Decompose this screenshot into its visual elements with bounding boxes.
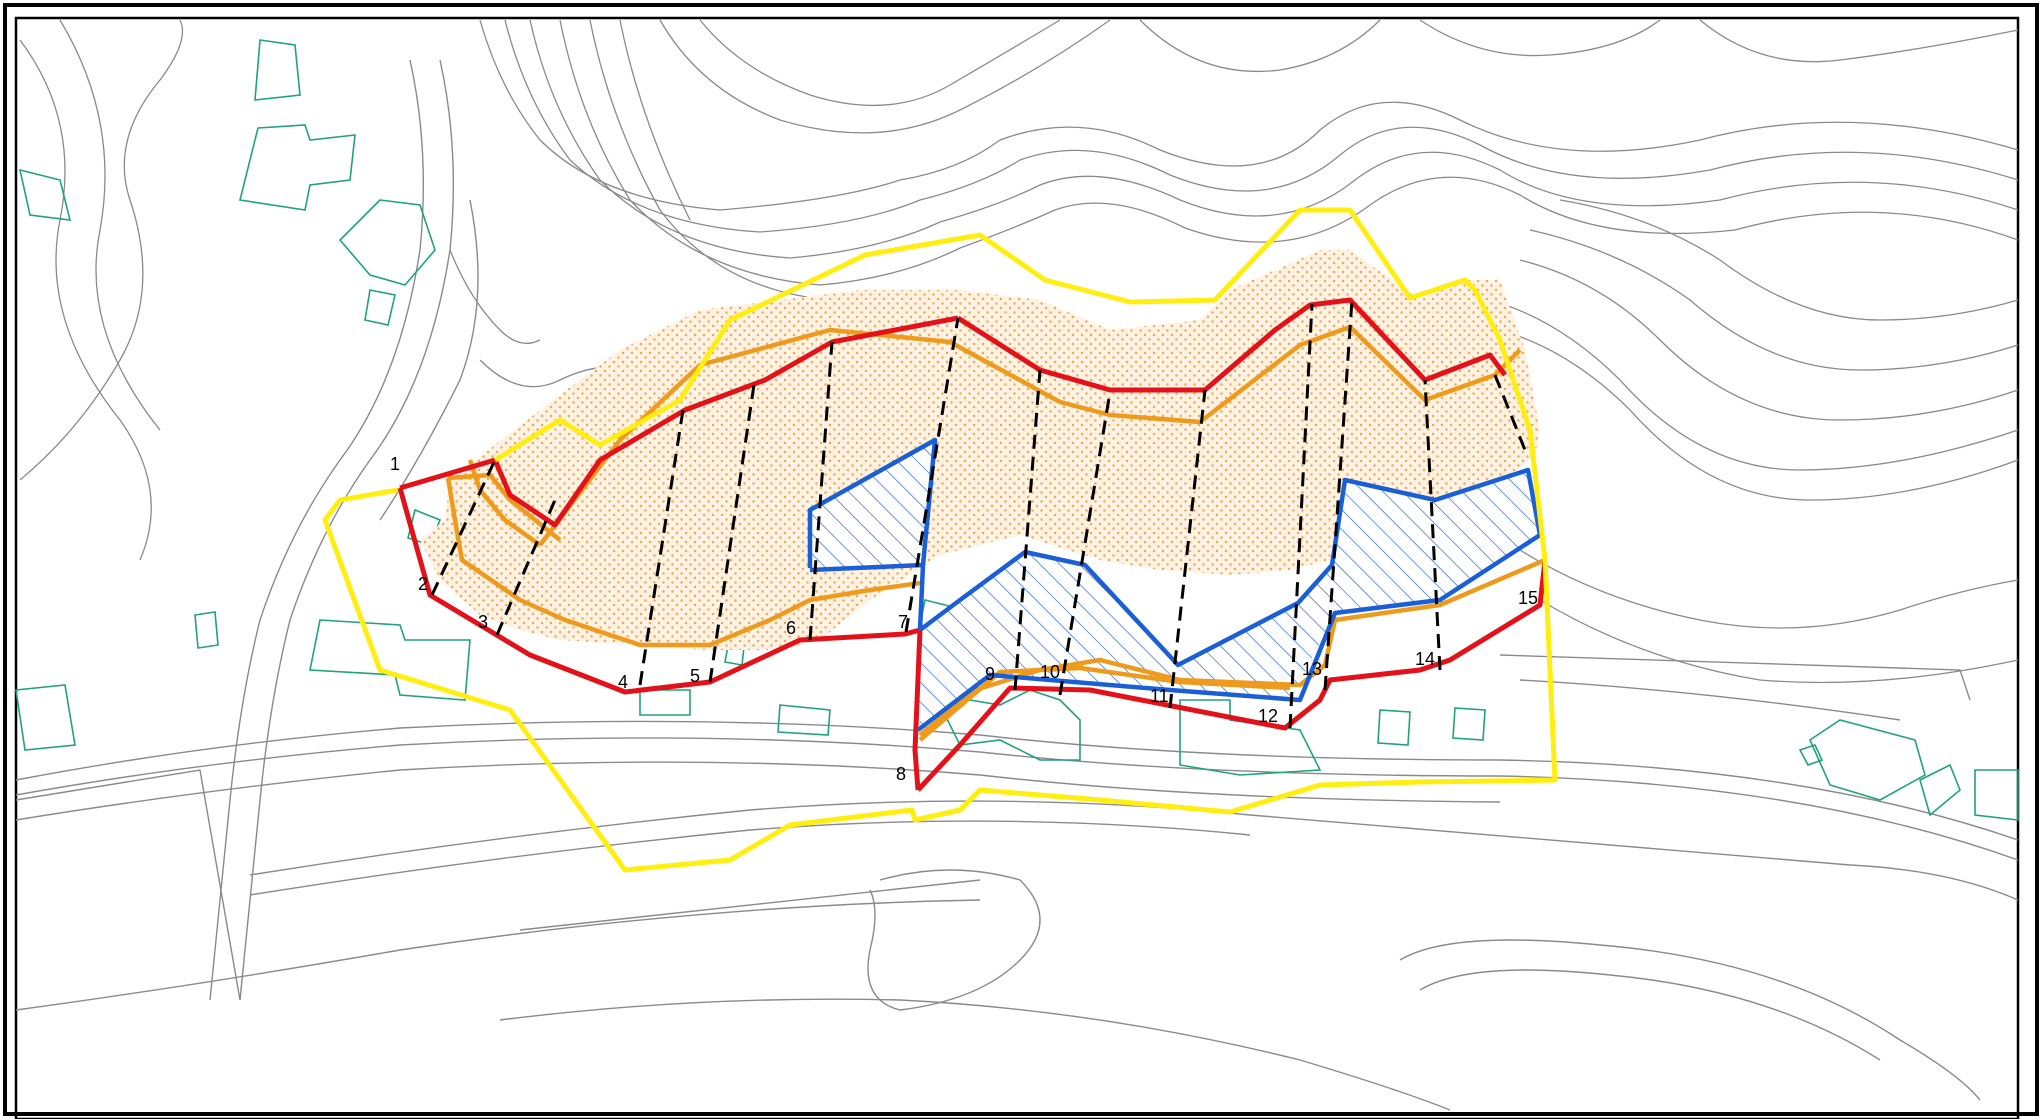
blue-hatched-area-1 (810, 440, 935, 570)
point-label-6: 6 (786, 618, 796, 638)
point-label-11: 11 (1150, 686, 1169, 706)
point-label-14: 14 (1415, 649, 1435, 669)
building-outlines (15, 39, 2019, 821)
point-label-8: 8 (896, 764, 906, 784)
red-lines (397, 297, 1548, 792)
point-label-1: 1 (390, 454, 400, 474)
point-label-13: 13 (1302, 659, 1322, 679)
point-label-9: 9 (985, 664, 995, 684)
yellow-boundary-line (322, 207, 1558, 873)
point-label-2: 2 (418, 574, 428, 594)
point-label-5: 5 (690, 666, 700, 686)
point-label-12: 12 (1258, 706, 1278, 726)
point-label-7: 7 (898, 612, 908, 632)
road-lines (15, 59, 2019, 1111)
section-lines (430, 299, 1527, 729)
contour-lines (19, 19, 2019, 684)
point-label-4: 4 (618, 672, 628, 692)
point-label-3: 3 (478, 612, 488, 632)
blue-lines (807, 437, 1543, 732)
point-label-15: 15 (1518, 588, 1538, 608)
point-label-10: 10 (1040, 662, 1060, 682)
inner-frame (14, 16, 2020, 1119)
orange-dotted-area (420, 250, 1540, 650)
